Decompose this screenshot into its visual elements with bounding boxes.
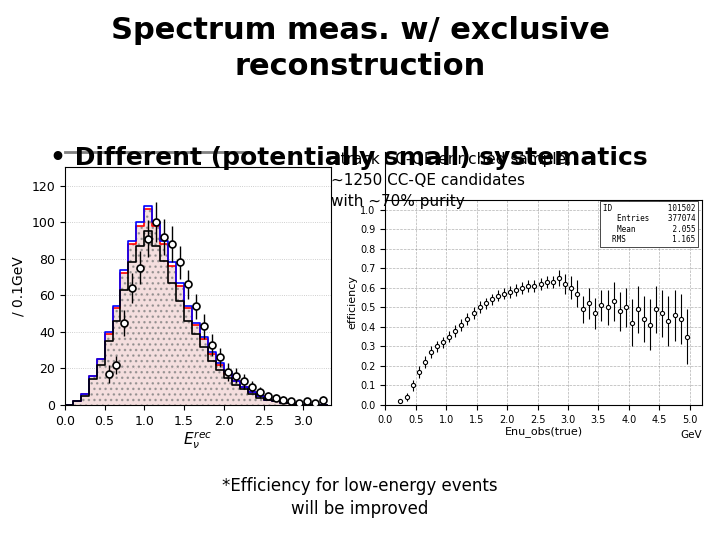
Text: Spectrum meas. w/ exclusive
reconstruction: Spectrum meas. w/ exclusive reconstructi…	[111, 16, 609, 81]
Text: 2track CC-QE enriched sample,
~1250 CC-QE candidates
with ~70% purity: 2track CC-QE enriched sample, ~1250 CC-Q…	[331, 152, 571, 210]
Y-axis label: efficiency: efficiency	[347, 275, 357, 329]
X-axis label: $E_\nu^{rec}$: $E_\nu^{rec}$	[184, 429, 212, 451]
Text: ID            101502
Entries    377074
Mean        2.055
RMS          1.165: ID 101502 Entries 377074 Mean 2.055 RMS …	[603, 204, 696, 244]
Y-axis label: / 0.1GeV: / 0.1GeV	[12, 256, 26, 316]
X-axis label: Enu_obs(true): Enu_obs(true)	[505, 426, 582, 437]
Text: *Efficiency for low-energy events
will be improved: *Efficiency for low-energy events will b…	[222, 477, 498, 518]
Text: • Different (potentially small) systematics: • Different (potentially small) systemat…	[50, 146, 648, 170]
Text: GeV: GeV	[680, 430, 702, 440]
